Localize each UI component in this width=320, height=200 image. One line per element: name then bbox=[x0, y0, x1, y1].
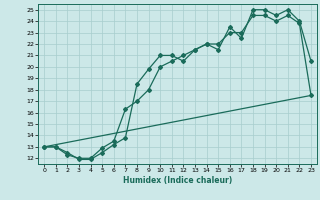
X-axis label: Humidex (Indice chaleur): Humidex (Indice chaleur) bbox=[123, 176, 232, 185]
